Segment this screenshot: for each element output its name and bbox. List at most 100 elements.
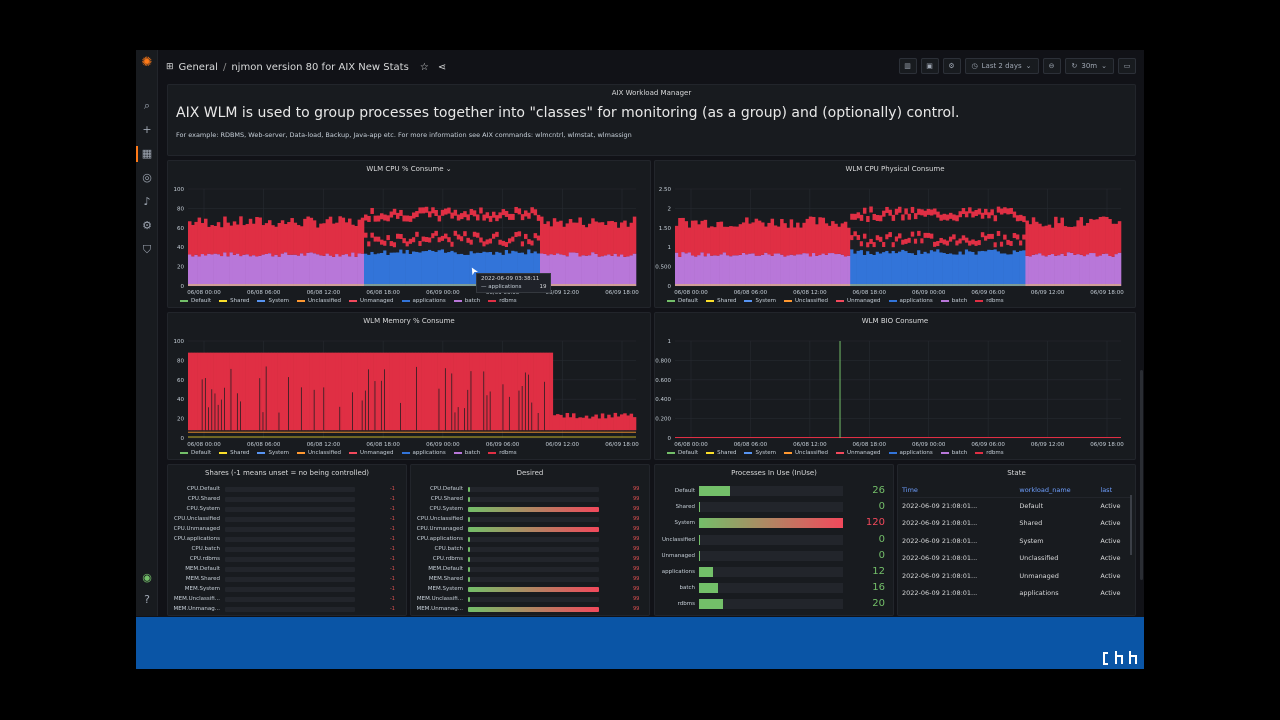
legend-item[interactable]: System — [257, 450, 289, 456]
legend-item[interactable]: Unclassified — [784, 450, 828, 456]
gap-mark — [224, 387, 225, 431]
legend-item[interactable]: Unmanaged — [836, 450, 881, 456]
legend-item[interactable]: Shared — [219, 450, 249, 456]
grafana-logo-icon[interactable]: ✺ — [141, 55, 153, 70]
rdbms-area — [357, 352, 362, 431]
chart-legend: Default Shared System Unclassified Unmanaged… — [180, 298, 517, 304]
add-panel-button[interactable]: ▥ — [898, 58, 917, 74]
table-row[interactable]: 2022-06-09 21:08:01... Unclassified Active — [900, 550, 1132, 568]
legend-item[interactable]: batch — [453, 450, 480, 456]
state-panel[interactable]: State Time workload_name last 2022-06-09… — [897, 464, 1136, 616]
save-button[interactable]: ▣ — [920, 58, 939, 74]
legend-item[interactable]: System — [744, 298, 776, 304]
legend-item[interactable]: System — [744, 450, 776, 456]
help-icon[interactable]: ? — [144, 593, 150, 606]
page-scrollbar[interactable] — [1140, 370, 1143, 580]
gap-mark — [521, 386, 523, 431]
batch-area — [808, 256, 813, 286]
table-row[interactable]: 2022-06-09 21:08:01... Unmanaged Active — [900, 567, 1132, 585]
breadcrumb-dashboard[interactable]: njmon version 80 for AIX New Stats — [231, 61, 409, 73]
bar-label: CPU.Shared — [430, 496, 463, 502]
rdbms-area — [472, 231, 477, 237]
explore-icon[interactable]: ◎ — [142, 171, 152, 184]
refresh-button[interactable]: ↻ 30m ⌄ — [1064, 58, 1114, 74]
rdbms-area — [188, 352, 192, 431]
applications-area — [501, 254, 506, 286]
plus-icon[interactable]: + — [142, 123, 152, 136]
legend-item[interactable]: Unmanaged — [349, 450, 394, 456]
shares-panel[interactable]: Shares (-1 means unset = no being contro… — [167, 464, 407, 616]
legend-item[interactable]: applications — [888, 450, 933, 456]
cpu-percent-panel[interactable]: WLM CPU % Consume ⌄ 100 80 60 40 20 0 06/08 00… — [167, 160, 651, 308]
bell-icon[interactable]: ♪ — [143, 195, 151, 208]
legend-item[interactable]: Default — [180, 450, 211, 456]
legend-item[interactable]: rdbms — [488, 450, 517, 456]
legend-item[interactable]: rdbms — [975, 298, 1004, 304]
applications-area — [891, 250, 896, 286]
legend-item[interactable]: Shared — [706, 450, 736, 456]
legend-item[interactable]: Unmanaged — [836, 298, 881, 304]
batch-area — [568, 252, 573, 286]
search-icon[interactable]: ⌕ — [143, 99, 151, 112]
legend-item[interactable]: Default — [667, 450, 698, 456]
legend-item[interactable]: Unclassified — [297, 298, 341, 304]
share-icon[interactable]: ⋖ — [437, 61, 447, 73]
legend-item[interactable]: batch — [940, 298, 967, 304]
rdbms-area — [984, 208, 988, 215]
rdbms-area — [757, 220, 762, 256]
dashboards-icon[interactable]: ▦ — [141, 147, 153, 160]
table-scrollbar[interactable] — [1130, 495, 1132, 555]
legend-item[interactable]: rdbms — [488, 298, 517, 304]
rdbms-area — [255, 217, 259, 257]
legend-item[interactable]: batch — [940, 450, 967, 456]
legend-item[interactable]: Shared — [219, 298, 249, 304]
applications-area — [399, 249, 403, 286]
column-header-last[interactable]: last — [1098, 483, 1132, 498]
bar-value: 99 — [633, 496, 640, 502]
table-row[interactable]: 2022-06-09 21:08:01... Default Active — [900, 497, 1132, 515]
legend-item[interactable]: applications — [401, 450, 446, 456]
legend-item[interactable]: Default — [180, 298, 211, 304]
memory-percent-panel[interactable]: WLM Memory % Consume 100 80 60 40 20 0 06/08 0… — [167, 312, 651, 460]
table-row[interactable]: 2022-06-09 21:08:01... Shared Active — [900, 515, 1132, 533]
shield-icon[interactable]: ⛉ — [142, 243, 152, 256]
rdbms-area — [460, 352, 464, 431]
legend-item[interactable]: Unclassified — [297, 450, 341, 456]
column-header-workload[interactable]: workload_name — [1017, 483, 1099, 498]
processes-panel[interactable]: Processes In Use (InUse) Default 26 Shared… — [654, 464, 894, 616]
rdbms-area — [498, 239, 502, 245]
legend-item[interactable]: System — [257, 298, 289, 304]
star-icon[interactable]: ☆ — [419, 61, 429, 73]
zoom-out-button[interactable]: ⊖ — [1042, 58, 1061, 74]
time-picker[interactable]: ◷ Last 2 days ⌄ — [964, 58, 1039, 74]
settings-button[interactable]: ⚙ — [942, 58, 961, 74]
rdbms-area — [888, 209, 892, 216]
legend-item[interactable]: Default — [667, 298, 698, 304]
legend-item[interactable]: Shared — [706, 298, 736, 304]
x-tick-label: 06/08 00:00 — [674, 290, 708, 296]
bar-value: 99 — [633, 486, 640, 492]
unmanaged-gap — [974, 244, 978, 255]
unmanaged-gap — [929, 237, 934, 251]
table-row[interactable]: 2022-06-09 21:08:01... System Active — [900, 532, 1132, 550]
legend-item[interactable]: batch — [453, 298, 480, 304]
cpu-physical-panel[interactable]: WLM CPU Physical Consume 2.50 2 1.50 1 0.500… — [654, 160, 1136, 308]
tv-mode-button[interactable]: ▭ — [1118, 58, 1136, 74]
breadcrumb-folder[interactable]: General — [178, 61, 218, 73]
legend-item[interactable]: rdbms — [975, 450, 1004, 456]
unmanaged-gap — [495, 235, 499, 252]
legend-item[interactable]: Unclassified — [784, 298, 828, 304]
bio-panel[interactable]: WLM BIO Consume 1 0.800 0.600 0.400 0.200 0 06… — [654, 312, 1136, 460]
column-header-time[interactable]: Time — [900, 483, 1018, 498]
avatar[interactable]: ◉ — [142, 571, 152, 584]
gap-mark — [457, 407, 459, 431]
bar-value: 99 — [633, 526, 640, 532]
gear-icon[interactable]: ⚙ — [142, 219, 152, 232]
desired-panel[interactable]: Desired CPU.Default 99 CPU.Shared 99 CPU.Sys… — [410, 464, 650, 616]
batch-area — [316, 254, 320, 286]
legend-item[interactable]: applications — [888, 298, 933, 304]
table-row[interactable]: 2022-06-09 21:08:01... applications Active — [900, 585, 1132, 603]
rdbms-area — [1050, 227, 1055, 255]
legend-item[interactable]: Unmanaged — [349, 298, 394, 304]
legend-item[interactable]: applications — [401, 298, 446, 304]
